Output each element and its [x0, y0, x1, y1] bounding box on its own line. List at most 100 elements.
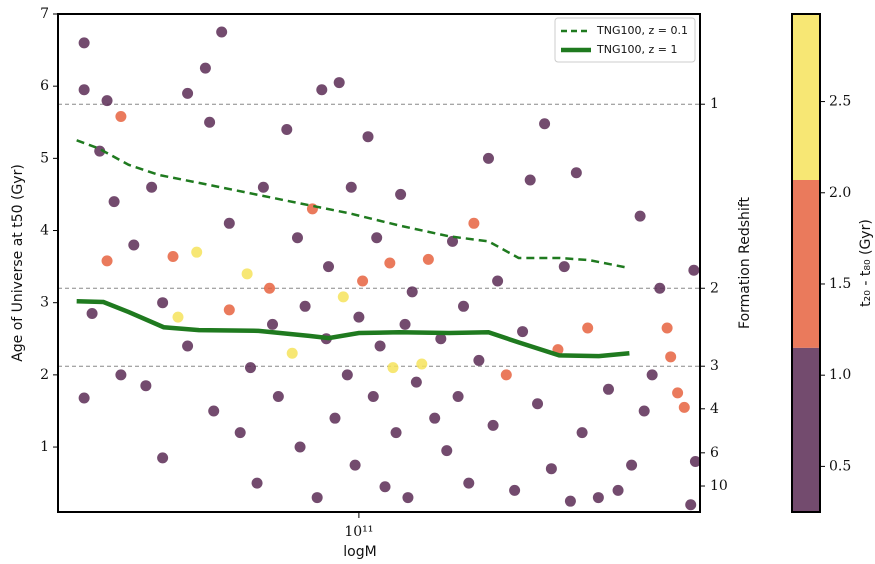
scatter-point	[468, 217, 480, 229]
scatter-point	[78, 37, 90, 49]
scatter-point	[272, 391, 284, 403]
scatter-point	[157, 452, 169, 464]
scatter-point	[140, 380, 152, 392]
scatter-point	[582, 322, 594, 334]
scatter-point	[267, 318, 279, 330]
scatter-point	[234, 427, 246, 439]
colorbar-segment	[792, 14, 820, 180]
scatter-point	[612, 484, 624, 496]
colorbar-segment	[792, 347, 820, 512]
scatter-point	[458, 300, 470, 312]
y2-tick-label: 6	[710, 445, 719, 461]
scatter-point	[634, 210, 646, 222]
colorbar-frame	[791, 13, 821, 513]
scatter-point	[638, 405, 650, 417]
legend-label: TNG100, z = 1	[596, 43, 677, 56]
scatter-point	[146, 181, 158, 193]
y2-axis-label: Formation Redshift	[737, 197, 753, 329]
scatter-point	[341, 369, 353, 381]
scatter-point	[371, 232, 383, 244]
scatter-point	[345, 181, 357, 193]
scatter-point	[602, 383, 614, 395]
scatter-point	[665, 351, 677, 363]
scatter-point	[316, 84, 328, 96]
legend-label: TNG100, z = 0.1	[596, 24, 688, 37]
scatter-point	[294, 441, 306, 453]
y2-tick-label: 1	[710, 96, 719, 112]
colorbar-tick-label: 1.5	[829, 276, 851, 292]
scatter-point	[78, 84, 90, 96]
scatter-point	[78, 392, 90, 404]
scatter-point	[570, 167, 582, 179]
scatter-point	[395, 188, 407, 200]
scatter-point	[374, 340, 386, 352]
scatter-point	[406, 286, 418, 298]
y2-tick-label: 3	[710, 358, 719, 374]
scatter-point	[422, 253, 434, 265]
y2-tick-label: 10	[710, 478, 728, 494]
scatter-point	[517, 326, 529, 338]
scatter-point	[167, 251, 179, 263]
scatter-point	[473, 354, 485, 366]
scatter-point	[402, 492, 414, 504]
scatter-point	[244, 362, 256, 374]
scatter-point	[264, 282, 276, 294]
scatter-point	[311, 492, 323, 504]
scatter-point	[281, 123, 293, 135]
scatter-point	[115, 369, 127, 381]
scatter-point	[646, 369, 658, 381]
scatter-point	[362, 131, 374, 143]
scatter-point	[500, 369, 512, 381]
scatter-point	[172, 311, 184, 323]
scatter-point	[128, 239, 140, 251]
colorbar-segment	[792, 180, 820, 348]
scatter-point	[101, 255, 113, 267]
scatter-point	[251, 477, 263, 489]
scatter-point	[463, 477, 475, 489]
scatter-point	[216, 26, 228, 38]
scatter-point	[349, 459, 361, 471]
scatter-point	[509, 484, 521, 496]
scatter-point	[539, 118, 551, 130]
plot-frame	[57, 13, 701, 513]
scatter-point	[101, 95, 113, 107]
scatter-point	[672, 387, 684, 399]
scatter-point	[329, 412, 341, 424]
scatter-point	[390, 427, 402, 439]
scatter-point	[306, 203, 318, 215]
scatter-point	[182, 87, 194, 99]
scatter-point	[357, 275, 369, 287]
scatter-point	[191, 246, 203, 258]
scatter-point	[592, 492, 604, 504]
scatter-point	[487, 419, 499, 431]
y-tick-label: 3	[40, 295, 49, 311]
colorbar-tick-label: 2.5	[829, 94, 851, 110]
scatter-point	[323, 261, 335, 273]
scatter-point	[661, 322, 673, 334]
scatter-point	[299, 300, 311, 312]
scatter-point	[241, 268, 253, 280]
scatter-point	[688, 264, 700, 276]
scatter-point	[94, 145, 106, 157]
scatter-point	[576, 427, 588, 439]
scatter-point	[441, 445, 453, 457]
colorbar-tick-label: 0.5	[829, 458, 851, 474]
colorbar-tick-label: 1.0	[829, 367, 851, 383]
y-tick-label: 5	[40, 150, 49, 166]
x-tick-label: 10¹¹	[344, 524, 373, 540]
scatter-point	[416, 358, 428, 370]
scatter-point	[182, 340, 194, 352]
model-line	[76, 299, 630, 359]
scatter-point	[685, 499, 697, 511]
scatter-point	[286, 347, 298, 359]
y2-tick-label: 2	[710, 280, 719, 296]
scatter-point	[435, 333, 447, 345]
scatter-point	[387, 362, 399, 374]
y-tick-label: 6	[40, 78, 49, 94]
x-axis-label: logM	[343, 544, 376, 560]
scatter-point	[564, 495, 576, 507]
scatter-point	[384, 257, 396, 269]
scatter-point	[524, 174, 536, 186]
scatter-point	[353, 311, 365, 323]
